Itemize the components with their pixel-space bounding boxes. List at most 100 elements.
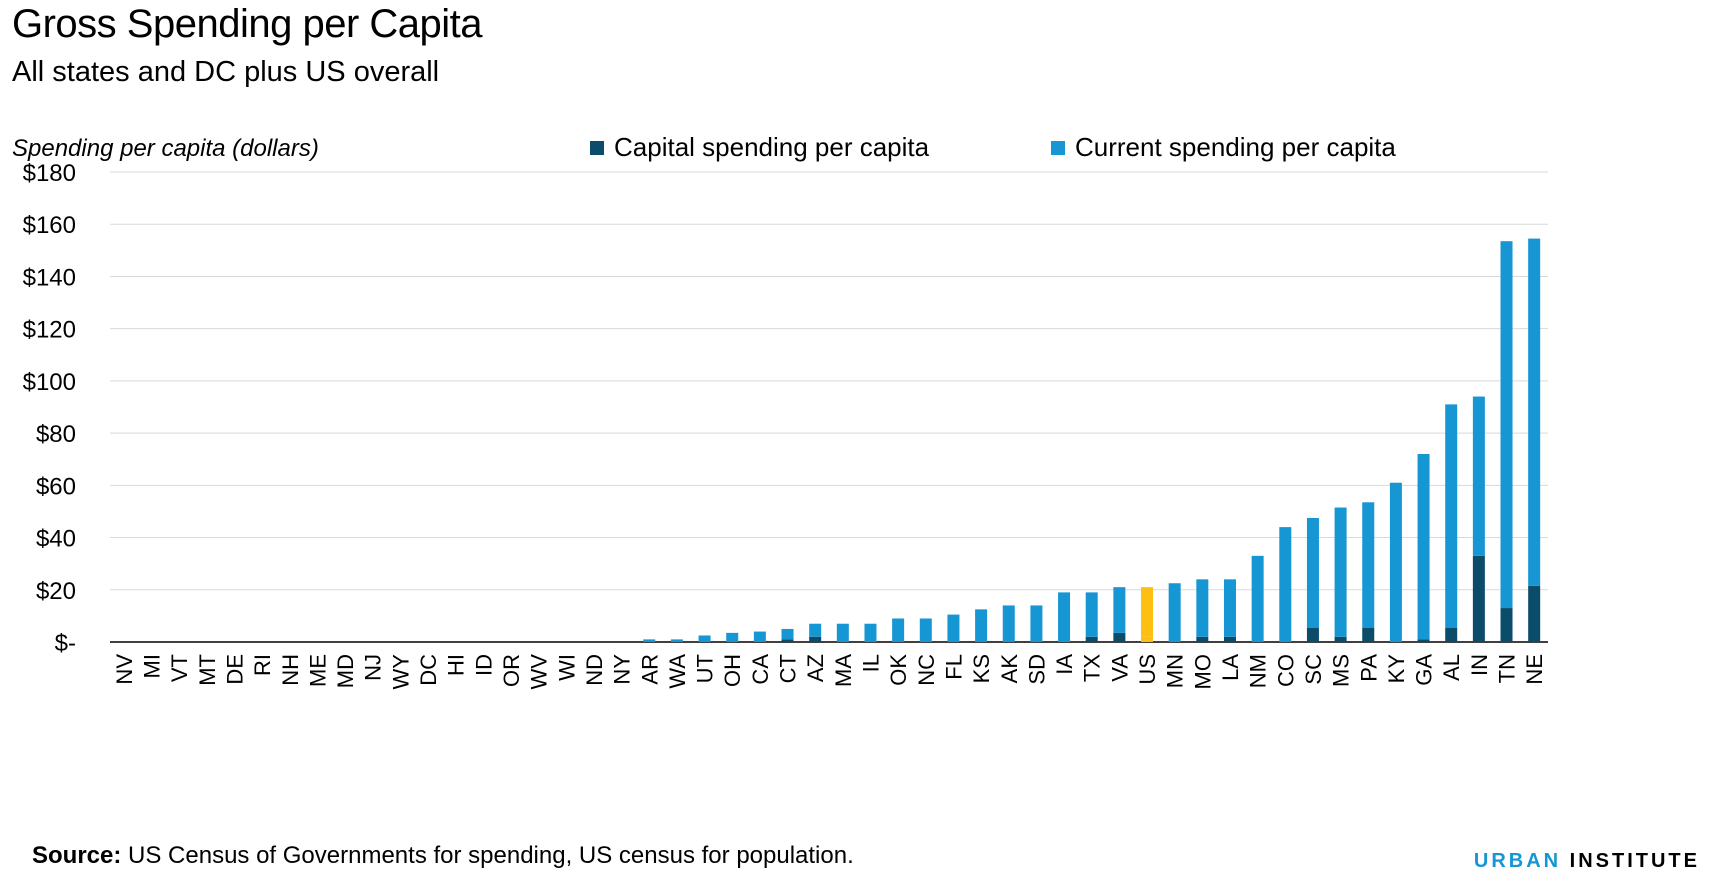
bar-capital [1472, 555, 1485, 642]
x-tick-label: OK [886, 654, 911, 686]
x-tick-label: US [1135, 654, 1160, 685]
bar-capital [1445, 627, 1458, 642]
bar-current [1168, 583, 1181, 642]
x-tick-label: WI [554, 654, 579, 681]
bar-capital [1417, 639, 1430, 642]
bar-capital [1362, 627, 1375, 642]
y-tick-label: $20 [36, 578, 76, 605]
x-tick-label: FL [941, 654, 966, 680]
legend-swatch-current [1051, 140, 1065, 155]
x-tick-label: AL [1439, 654, 1464, 681]
x-tick-label: NH [278, 654, 303, 686]
bar-current [836, 623, 849, 642]
bar-current [781, 628, 794, 640]
x-tick-label: UT [693, 654, 718, 683]
bar-capital [1141, 636, 1154, 642]
bar-capital [1085, 636, 1098, 642]
bar-current [1528, 238, 1541, 586]
x-tick-label: HI [444, 654, 469, 676]
x-tick-label: NJ [361, 654, 386, 681]
x-tick-label: MN [1163, 654, 1188, 688]
source-label: Source: [32, 842, 122, 869]
x-tick-label: MD [333, 654, 358, 688]
x-tick-label: DC [416, 654, 441, 686]
bar-current [1002, 605, 1015, 642]
chart-title: Gross Spending per Capita [12, 2, 483, 46]
x-tick-label: DE [222, 654, 247, 685]
x-tick-label: CT [776, 654, 801, 683]
x-tick-label: MS [1329, 654, 1354, 687]
bar-current [1251, 555, 1264, 642]
bar-current [1223, 579, 1236, 637]
bar-capital [1196, 636, 1209, 642]
x-tick-label: AR [637, 654, 662, 685]
y-axis-label: Spending per capita (dollars) [12, 135, 319, 162]
x-tick-label: WA [665, 654, 690, 689]
x-tick-label: LA [1218, 654, 1243, 681]
bar-capital [1334, 636, 1347, 642]
y-tick-label: $40 [36, 526, 76, 553]
x-tick-label: SD [1024, 654, 1049, 685]
bar-current [1196, 579, 1209, 637]
y-tick-label: $180 [23, 160, 76, 187]
x-tick-label: IL [858, 654, 883, 672]
legend-label-capital: Capital spending per capita [614, 132, 930, 162]
chart-subtitle: All states and DC plus US overall [12, 56, 440, 88]
bar-capital [1528, 585, 1541, 642]
bar-current [753, 631, 766, 642]
x-tick-label: WY [388, 654, 413, 690]
bar-capital [781, 639, 794, 642]
bar-capital [1223, 636, 1236, 642]
x-tick-label: MA [831, 654, 856, 687]
bar-current [864, 623, 877, 642]
x-tick-label: CO [1273, 654, 1298, 687]
source-text: US Census of Governments for spending, U… [121, 842, 854, 869]
bar-capital [1500, 608, 1513, 642]
bar-current [1279, 527, 1292, 642]
bar-current [1334, 507, 1347, 637]
x-tick-label: RI [250, 654, 275, 676]
bar-current [919, 618, 932, 642]
x-tick-label: IA [1052, 654, 1077, 675]
x-tick-label: MI [139, 654, 164, 678]
brand-urban: URBAN [1473, 850, 1562, 872]
x-tick-label: NV [112, 654, 137, 685]
bar-current [1362, 502, 1375, 628]
source-note: Source: US Census of Governments for spe… [32, 842, 854, 870]
x-tick-label: ID [471, 654, 496, 676]
x-tick-label: GA [1412, 654, 1437, 686]
y-tick-label: $160 [23, 212, 76, 239]
bar-current [698, 635, 711, 642]
x-tick-label: MO [1190, 654, 1215, 689]
bar-current [809, 623, 822, 637]
x-tick-label: ME [305, 654, 330, 687]
bar-current [1113, 587, 1126, 633]
y-tick-label: $60 [36, 473, 76, 500]
y-tick-label: $- [55, 630, 76, 657]
y-tick-label: $120 [23, 317, 76, 344]
x-tick-label: AK [997, 654, 1022, 684]
legend-swatch-capital [590, 140, 604, 155]
bar-current [947, 614, 960, 642]
bar-capital [809, 636, 822, 642]
brand-logo: URBAN INSTITUTE [1474, 850, 1700, 873]
x-tick-label: OR [499, 654, 524, 687]
legend-label-current: Current spending per capita [1075, 132, 1396, 162]
x-tick-label: PA [1356, 654, 1381, 682]
x-tick-label: TX [1080, 654, 1105, 682]
x-tick-label: NM [1246, 654, 1271, 688]
bar-current [643, 639, 656, 642]
x-tick-label: VT [167, 654, 192, 682]
brand-institute: INSTITUTE [1569, 850, 1700, 872]
bar-current [1141, 587, 1154, 637]
bar-capital [1306, 627, 1319, 642]
bar-current [1417, 454, 1430, 640]
bar-current [892, 618, 905, 642]
y-tick-label: $100 [23, 369, 76, 396]
legend-item-current: Current spending per capita [1051, 132, 1396, 163]
y-tick-label: $140 [23, 264, 76, 291]
y-tick-label: $80 [36, 421, 76, 448]
x-tick-label: NC [914, 654, 939, 686]
bar-current [975, 609, 988, 642]
